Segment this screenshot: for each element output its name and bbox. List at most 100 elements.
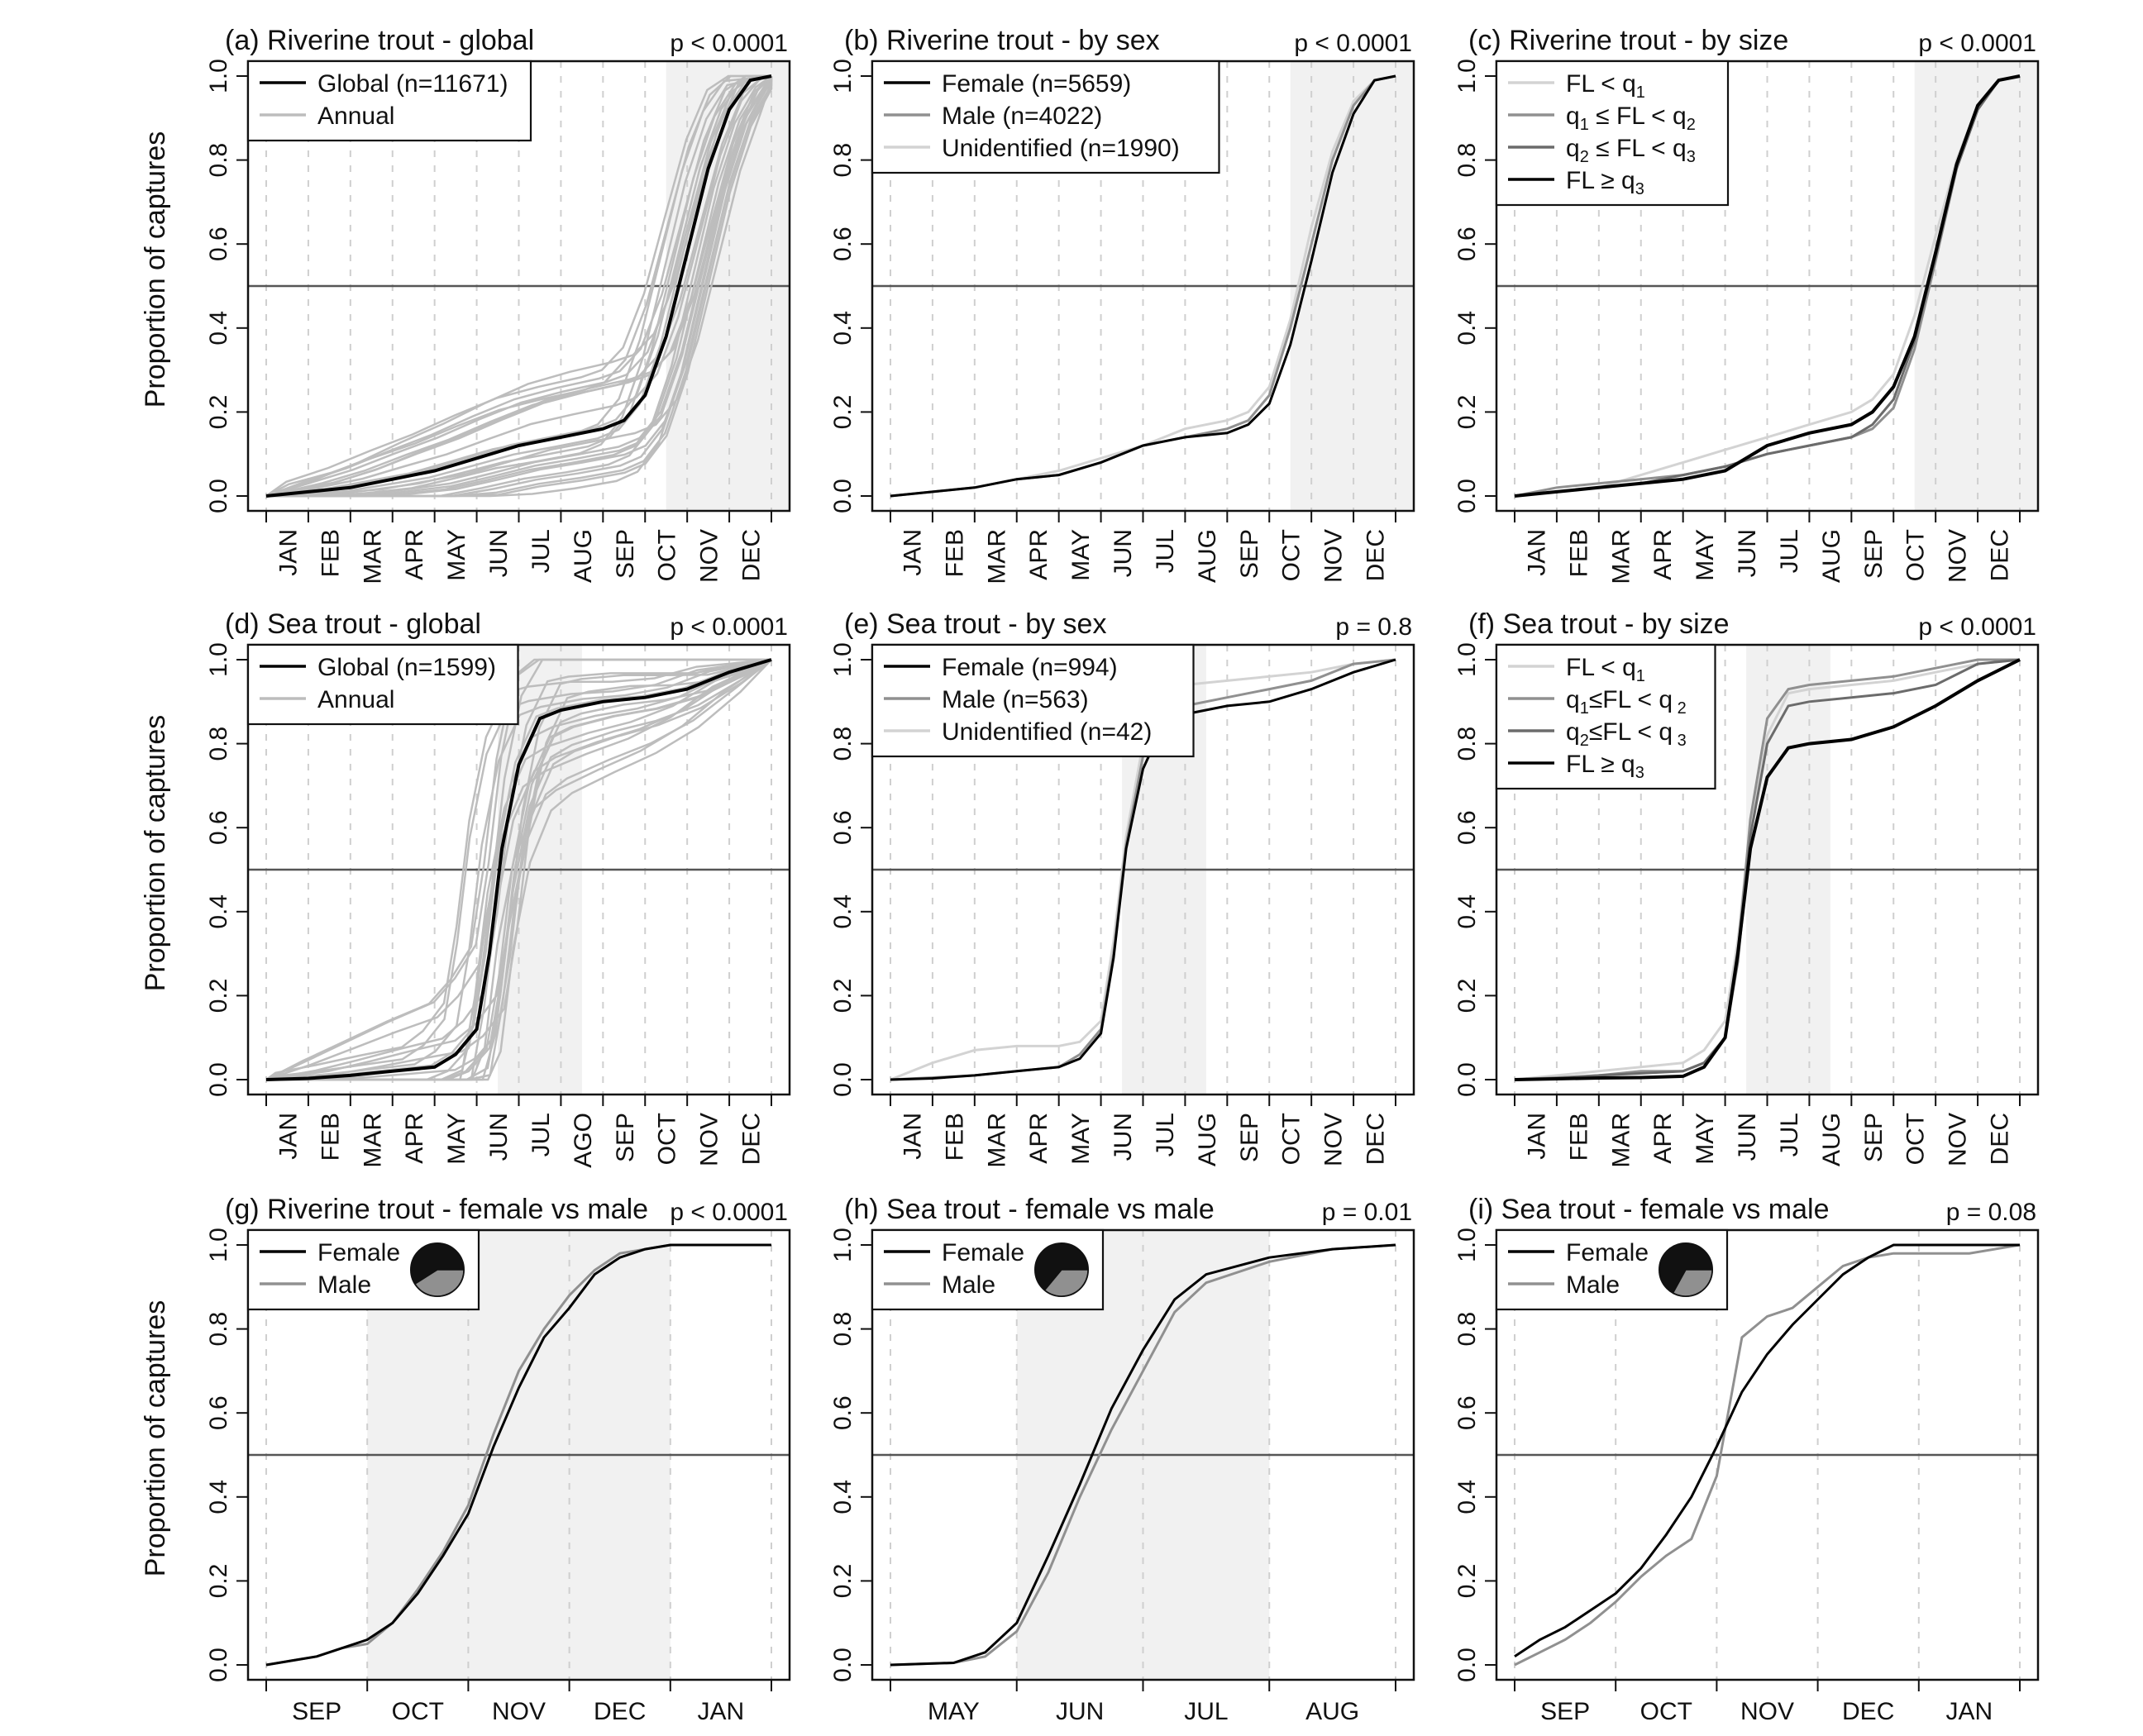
x-tick-label: AUG — [1305, 1698, 1359, 1725]
x-tick-label: NOV — [696, 1113, 723, 1166]
legend-label: Male — [317, 1271, 371, 1299]
series-line — [1514, 658, 2021, 1081]
panel-d: 0.0 0.2 0.4 0.6 0.8 1.0 JAN FEB MAR APR MAY JUN JUL A… — [140, 608, 791, 1168]
x-tick-label: JUN — [1734, 1113, 1761, 1161]
y-tick-label: 0.2 — [829, 395, 857, 430]
y-tick-label: 0.0 — [205, 1062, 232, 1097]
y-tick-label: 0.2 — [829, 1564, 857, 1599]
annual-curve — [265, 75, 772, 498]
legend-subscript: 2 — [1687, 116, 1696, 134]
x-tick-label: JAN — [698, 1698, 745, 1725]
y-tick-label: 1.0 — [829, 642, 857, 677]
y-tick-label: 0.2 — [1453, 1564, 1481, 1599]
x-tick-label: JUL — [527, 1113, 555, 1157]
y-tick-label: 0.0 — [205, 479, 232, 513]
y-tick-label: 0.4 — [1453, 311, 1481, 346]
x-tick-label: FEB — [317, 1113, 344, 1161]
legend-subscript: 3 — [1635, 180, 1644, 198]
y-tick-label: 0.6 — [1453, 227, 1481, 261]
annual-curve — [266, 75, 773, 498]
y-axis-label: Proportion of captures — [140, 131, 171, 408]
x-tick-label: JAN — [1946, 1698, 1993, 1725]
y-tick-label: 0.6 — [829, 810, 857, 845]
legend-label: Annual — [317, 686, 394, 713]
legend-label: Global (n=11671) — [317, 70, 508, 98]
y-tick-label: 0.2 — [1453, 395, 1481, 430]
legend-subscript: 2 — [1673, 699, 1687, 718]
annual-curve — [266, 658, 772, 1081]
x-tick-label: NOV — [1320, 529, 1348, 583]
p-value: p < 0.0001 — [670, 613, 788, 641]
legend-box — [1495, 643, 1716, 790]
x-tick-label: JUN — [485, 1113, 513, 1161]
series-line — [1514, 1243, 2020, 1658]
y-tick-label: 0.8 — [205, 1312, 232, 1347]
x-tick-label: NOV — [1740, 1698, 1794, 1725]
x-tick-label: JUL — [1184, 1698, 1228, 1725]
y-tick-label: 0.6 — [829, 1395, 857, 1430]
panel-g: 0.0 0.2 0.4 0.6 0.8 1.0 SEP OCT NOV DEC JAN Proport… — [140, 1194, 791, 1725]
y-tick-label: 0.6 — [205, 1395, 232, 1430]
legend: Female Male — [246, 1228, 480, 1311]
x-tick-label: JUN — [1110, 1113, 1137, 1161]
legend-label-part: ≤ FL < q — [1589, 135, 1687, 162]
legend-label: Female (n=994) — [942, 654, 1118, 681]
panel-title: (b) Riverine trout - by sex — [844, 25, 1160, 56]
x-tick-label: AUG — [1818, 1113, 1845, 1166]
p-value: p < 0.0001 — [670, 30, 788, 57]
x-tick-label: JUL — [1776, 1113, 1803, 1157]
panel-f: 0.0 0.2 0.4 0.6 0.8 1.0 JAN FEB MAR APR MAY JUN JUL A… — [1453, 608, 2040, 1168]
legend-label: Male (n=4022) — [942, 103, 1102, 130]
legend-label: Female — [1566, 1239, 1649, 1266]
panel-i: 0.0 0.2 0.4 0.6 0.8 1.0 SEP OCT NOV DEC JAN (i) Sea… — [1453, 1194, 2040, 1725]
y-axis-label: Proportion of captures — [140, 715, 171, 992]
y-tick-label: 0.4 — [829, 1480, 857, 1514]
annual-curve — [265, 658, 772, 1081]
y-tick-label: 0.2 — [1453, 979, 1481, 1013]
legend-subscript: 1 — [1636, 83, 1645, 102]
legend-label-part: ≤FL < q — [1589, 686, 1673, 713]
x-tick-label: JUL — [527, 529, 555, 573]
y-axis-label: Proportion of captures — [140, 1300, 171, 1577]
legend-label: Annual — [317, 103, 394, 130]
y-tick-label: 1.0 — [829, 1228, 857, 1262]
p-value: p = 0.08 — [1946, 1199, 2036, 1226]
y-tick-label: 1.0 — [829, 59, 857, 93]
panel-title: (c) Riverine trout - by size — [1468, 25, 1788, 56]
x-tick-label: MAY — [443, 529, 470, 581]
x-tick-label: OCT — [1902, 529, 1930, 581]
x-tick-label: SEP — [292, 1698, 341, 1725]
x-tick-label: SEP — [1540, 1698, 1590, 1725]
x-tick-label: NOV — [696, 529, 723, 583]
y-tick-label: 0.0 — [1453, 1062, 1481, 1097]
legend-subscript: 3 — [1687, 148, 1696, 166]
panel-title: (e) Sea trout - by sex — [844, 608, 1106, 640]
panel-e: 0.0 0.2 0.4 0.6 0.8 1.0 JAN FEB MAR APR MAY JUN JUL A… — [829, 608, 1415, 1168]
legend-label: Male — [1566, 1271, 1620, 1299]
series-line — [265, 658, 772, 1081]
x-tick-label: JUN — [1110, 529, 1137, 577]
legend: Global (n=1599) Annual — [246, 643, 519, 726]
y-tick-label: 1.0 — [205, 59, 232, 93]
x-tick-label: DEC — [594, 1698, 646, 1725]
y-tick-label: 1.0 — [205, 642, 232, 677]
x-tick-label: JUL — [1152, 529, 1179, 573]
x-tick-label: OCT — [1278, 1113, 1305, 1165]
p-value: p < 0.0001 — [1294, 30, 1412, 57]
panel-b: 0.0 0.2 0.4 0.6 0.8 1.0 JAN FEB MAR APR MAY JUN JUL A… — [829, 25, 1415, 584]
x-tick-label: APR — [401, 1113, 428, 1164]
x-tick-label: SEP — [612, 1113, 639, 1162]
panel-title: (h) Sea trout - female vs male — [844, 1194, 1215, 1225]
y-tick-label: 0.0 — [205, 1648, 232, 1682]
pie-male-slice — [1672, 1269, 1713, 1297]
legend-label: Male — [942, 1271, 995, 1299]
x-tick-label: FEB — [317, 529, 344, 577]
y-tick-label: 0.4 — [205, 1480, 232, 1514]
x-tick-label: DEC — [1842, 1698, 1894, 1725]
x-tick-label: FEB — [941, 529, 968, 577]
x-tick-label: JUN — [485, 529, 513, 577]
p-value: p = 0.8 — [1335, 613, 1412, 641]
series-line — [265, 1243, 771, 1667]
legend-subscript: 1 — [1580, 116, 1589, 134]
